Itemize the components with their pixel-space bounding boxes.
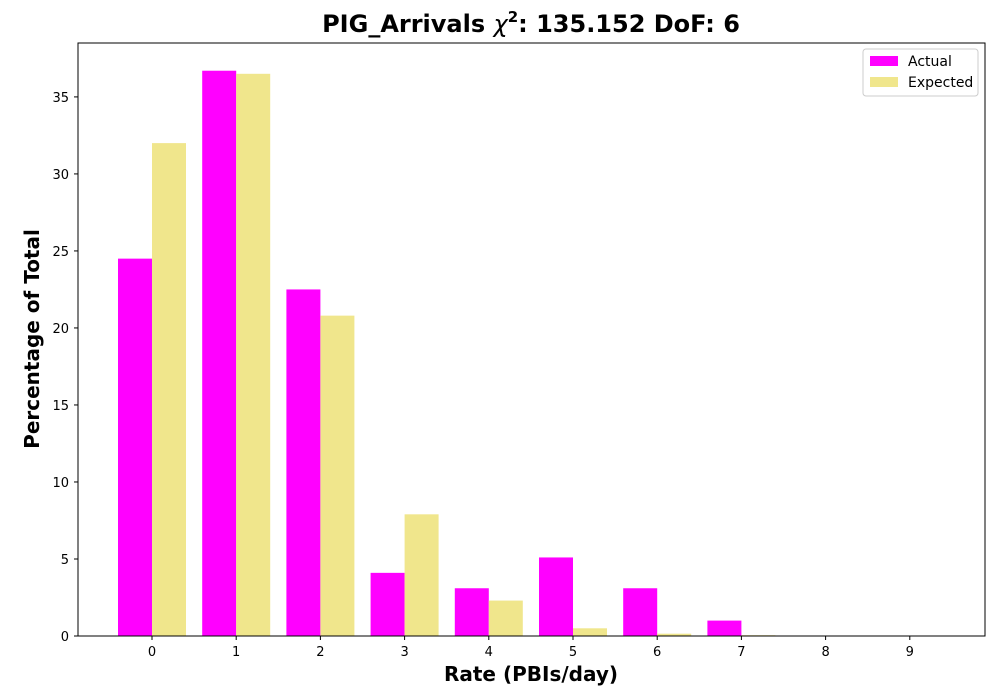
x-tick-label: 9	[906, 645, 914, 660]
x-tick-label: 1	[232, 645, 240, 660]
bar-actual-2	[286, 289, 321, 636]
x-tick-label: 5	[569, 645, 577, 660]
x-tick-label: 2	[316, 645, 324, 660]
y-tick-label: 0	[61, 630, 69, 645]
x-axis-title: Rate (PBIs/day)	[444, 662, 618, 686]
bar-actual-6	[623, 588, 658, 636]
bar-actual-0	[118, 258, 152, 636]
y-axis: 0 5 10 15 20 25 30 35	[52, 91, 78, 645]
x-tick-label: 8	[821, 645, 829, 660]
bar-expected-6	[657, 633, 692, 636]
x-axis: 0 1 2 3 4 5 6 7 8 9	[148, 636, 914, 660]
bar-expected-1	[236, 73, 271, 637]
bar-actual-7	[707, 620, 742, 636]
chart-title: PIG_Arrivals χ2: 135.152 DoF: 6	[322, 8, 740, 38]
x-tick-label: 7	[737, 645, 745, 660]
y-tick-label: 25	[52, 245, 69, 260]
bar-expected-5	[573, 628, 607, 636]
x-tick-label: 6	[653, 645, 661, 660]
x-tick-label: 3	[400, 645, 408, 660]
y-tick-label: 35	[52, 91, 69, 106]
bar-expected-3	[404, 514, 439, 636]
bars-layer	[118, 70, 776, 637]
plot-frame	[77, 42, 986, 637]
legend-label-expected: Expected	[908, 75, 973, 91]
bar-expected-0	[152, 143, 186, 636]
legend-swatch-actual	[870, 56, 898, 66]
y-tick-label: 10	[52, 476, 69, 491]
y-tick-label: 5	[61, 553, 69, 568]
y-tick-label: 20	[52, 322, 69, 337]
legend-swatch-expected	[870, 77, 898, 87]
x-tick-label: 0	[148, 645, 156, 660]
bar-expected-2	[320, 315, 355, 636]
y-tick-label: 15	[52, 399, 69, 414]
bar-actual-1	[202, 70, 237, 637]
legend: Actual Expected	[862, 48, 979, 97]
bar-actual-3	[370, 572, 405, 636]
y-tick-label: 30	[52, 168, 69, 183]
bar-expected-4	[488, 600, 523, 636]
legend-label-actual: Actual	[908, 54, 952, 70]
bar-actual-4	[454, 588, 489, 636]
y-axis-title: Percentage of Total	[20, 229, 44, 449]
x-tick-label: 4	[485, 645, 493, 660]
bar-actual-5	[539, 557, 573, 636]
